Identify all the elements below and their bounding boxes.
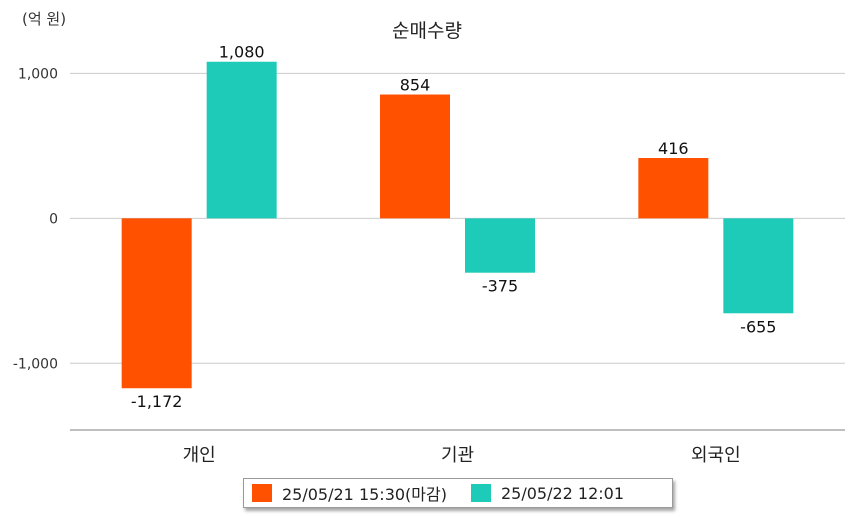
legend-item-series-2[interactable]: 25/05/22 12:01 [470,483,625,503]
bar [121,218,192,389]
x-tick-label: 개인 [183,445,216,466]
unit-label: (억 원) [22,10,67,28]
bar [638,158,709,219]
legend-label-series-2: 25/05/22 12:01 [500,483,625,503]
legend-swatch-series-2 [470,484,491,502]
data-label: 1,080 [219,43,265,62]
legend-label-series-1: 25/05/21 15:30(마감) [282,485,447,504]
chart-title: 순매수량 [392,20,462,42]
data-label: -375 [482,277,518,296]
legend-swatch-series-1 [252,484,272,502]
chart-legend: 25/05/21 15:30(마감) 25/05/22 12:01 [243,478,673,508]
data-label: 416 [658,139,689,158]
y-tick-label: 1,000 [18,66,58,82]
data-label: -1,172 [131,392,183,411]
data-label: -655 [740,317,776,336]
legend-item-series-1[interactable]: 25/05/21 15:30(마감) [252,481,447,505]
x-tick-label: 외국인 [691,445,741,466]
bar [723,218,794,314]
y-tick-label: 0 [49,211,58,227]
y-tick-label: -1,000 [13,356,58,372]
data-label: 854 [400,76,431,95]
x-tick-label: 기관 [441,445,474,466]
bar [206,61,277,219]
bar [465,218,535,273]
bar [380,94,450,219]
